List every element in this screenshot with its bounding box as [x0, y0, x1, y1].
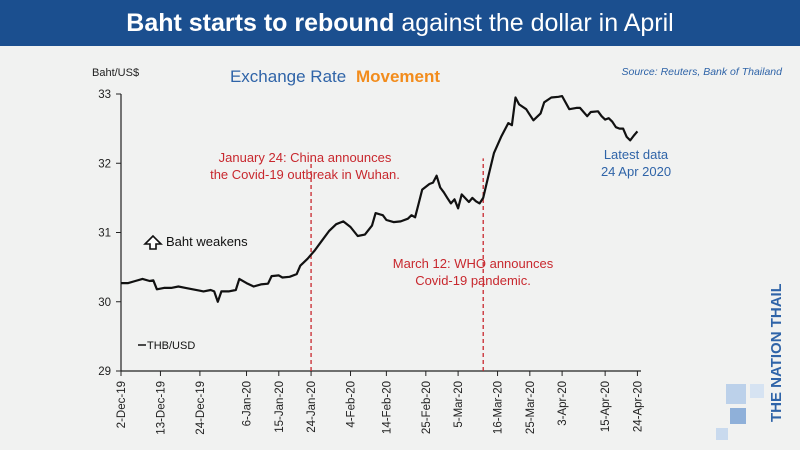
event-label-who-line2: Covid-19 pandemic.	[415, 273, 531, 288]
event-label-who-line1: March 12: WHO announces	[393, 256, 554, 271]
x-tick-label: 16-Mar-20	[493, 381, 505, 434]
x-tick-label: 25-Feb-20	[421, 381, 433, 434]
legend-label: THB/USD	[147, 340, 195, 352]
logo-square	[750, 384, 764, 398]
x-tick-label: 25-Mar-20	[525, 381, 537, 434]
x-tick-label: 6-Jan-20	[242, 381, 254, 426]
x-tick-label: 13-Dec-19	[155, 381, 167, 435]
baht-weakens-annotation: Baht weakens	[143, 234, 248, 250]
chart-title-part2: Movement	[356, 67, 440, 86]
header-banner: Baht starts to rebound against the dolla…	[0, 0, 800, 46]
x-tick-label: 3-Apr-20	[557, 381, 569, 426]
axes	[120, 94, 641, 372]
baht-weakens-label: Baht weakens	[166, 234, 248, 249]
latest-data-label-line1: Latest data	[604, 147, 669, 162]
series-thb-usd-line	[121, 95, 639, 303]
x-tick-label: 2-Dec-19	[116, 381, 128, 428]
banner-title-rest: against the dollar in April	[401, 9, 674, 37]
logo-squares	[716, 384, 764, 440]
x-tick-label: 14-Feb-20	[381, 381, 393, 434]
y-tick-label: 30	[98, 297, 111, 309]
latest-data-label-line2: 24 Apr 2020	[601, 164, 671, 179]
up-arrow-icon	[143, 234, 163, 250]
chart-title: Exchange Rate Movement	[230, 67, 440, 86]
logo-text: THE NATION THAILAND	[768, 284, 785, 422]
logo-square	[726, 384, 746, 404]
y-tick-label: 31	[98, 228, 111, 240]
the-nation-logo: THE NATION THAILAND	[768, 284, 785, 422]
legend: THB/USD	[138, 340, 195, 352]
x-tick-label: 5-Mar-20	[453, 381, 465, 428]
x-tick-label: 15-Apr-20	[600, 381, 612, 432]
y-ticks: 29 30 31 32 33	[98, 89, 121, 378]
x-tick-label: 24-Dec-19	[195, 381, 207, 435]
y-tick-label: 33	[98, 89, 111, 101]
x-tick-label: 4-Feb-20	[346, 381, 358, 428]
y-axis-label: Baht/US$	[92, 67, 139, 79]
logo-square	[730, 408, 746, 424]
event-label-china-line1: January 24: China announces	[219, 150, 392, 165]
x-tick-label: 24-Jan-20	[306, 381, 318, 433]
chart-title-part1: Exchange Rate	[230, 67, 346, 86]
banner-title-bold: Baht starts to rebound	[126, 9, 395, 37]
x-tick-label: 24-Apr-20	[632, 381, 644, 432]
source-note: Source: Reuters, Bank of Thailand	[621, 66, 782, 78]
x-tick-label: 15-Jan-20	[274, 381, 286, 433]
y-tick-label: 32	[98, 158, 111, 170]
y-tick-label: 29	[98, 366, 111, 378]
x-ticks: 2-Dec-19 13-Dec-19 24-Dec-19 6-Jan-20 15-Jan…	[116, 371, 644, 435]
event-label-china-line2: the Covid-19 outbreak in Wuhan.	[210, 167, 400, 182]
logo-square	[716, 428, 728, 440]
